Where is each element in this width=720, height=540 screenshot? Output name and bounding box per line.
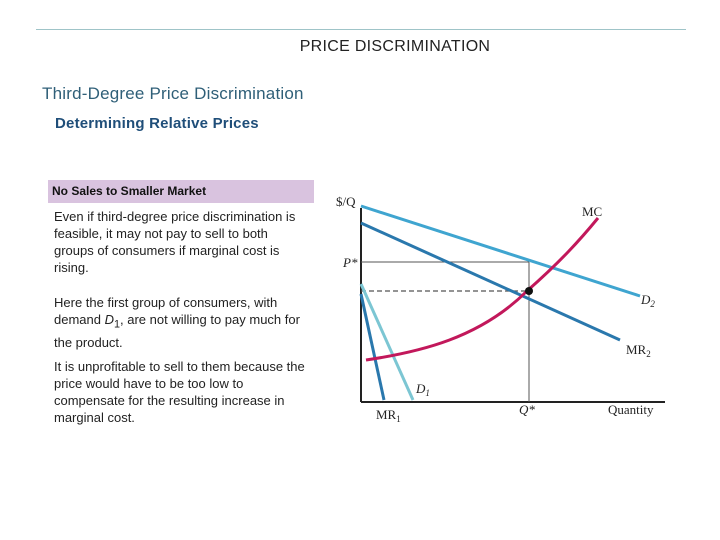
marginal-revenue-curve-mr1 bbox=[359, 293, 386, 401]
slide-title: PRICE DISCRIMINATION bbox=[299, 38, 491, 55]
d1-label: D1 bbox=[415, 381, 430, 398]
p2-text-before: Here the first group of consumers, with … bbox=[54, 295, 278, 327]
mc-label: MC bbox=[582, 204, 602, 219]
p2-demand-sub: 1 bbox=[113, 318, 121, 331]
demand-curve-d1 bbox=[359, 283, 415, 401]
paragraph-rising-mc: Even if third-degree price discriminatio… bbox=[54, 209, 296, 275]
top-divider bbox=[36, 29, 686, 30]
quantity-star-label: Q* bbox=[519, 402, 535, 417]
price-star-label: P* bbox=[342, 255, 358, 270]
d2-label-sub: 2 bbox=[650, 299, 655, 309]
p2-demand-var: D bbox=[104, 312, 114, 327]
marginal-revenue-curve-mr2 bbox=[360, 221, 621, 342]
box-header: No Sales to Smaller Market bbox=[48, 180, 314, 203]
d1-label-sub: 1 bbox=[425, 388, 430, 398]
mr1-label-sub: 1 bbox=[396, 414, 401, 424]
d2-label: D2 bbox=[640, 292, 655, 309]
d2-label-main: D bbox=[640, 292, 651, 307]
mr2-label: MR2 bbox=[626, 342, 651, 359]
d1-label-main: D bbox=[415, 381, 426, 396]
y-axis-label: $/Q bbox=[336, 194, 356, 209]
marginal-cost-curve bbox=[365, 217, 600, 362]
p2-text-after: , are not willing to pay much for the pr… bbox=[54, 312, 300, 350]
equilibrium-point bbox=[525, 287, 533, 295]
section-heading: Determining Relative Prices bbox=[55, 115, 259, 132]
box-header-label: No Sales to Smaller Market bbox=[52, 184, 207, 198]
mr1-label: MR1 bbox=[376, 407, 401, 424]
mr2-label-main: MR bbox=[626, 342, 647, 357]
x-axis-label: Quantity bbox=[608, 402, 654, 417]
paragraph-low-willingness: Here the first group of consumers, with … bbox=[54, 294, 306, 351]
demand-curve-d2 bbox=[360, 204, 641, 298]
slide-subtitle: Third-Degree Price Discrimination bbox=[42, 84, 304, 103]
mr1-label-main: MR bbox=[376, 407, 397, 422]
paragraph-unprofitable: It is unprofitable to sell to them becau… bbox=[54, 359, 305, 425]
mr2-label-sub: 2 bbox=[646, 349, 651, 359]
